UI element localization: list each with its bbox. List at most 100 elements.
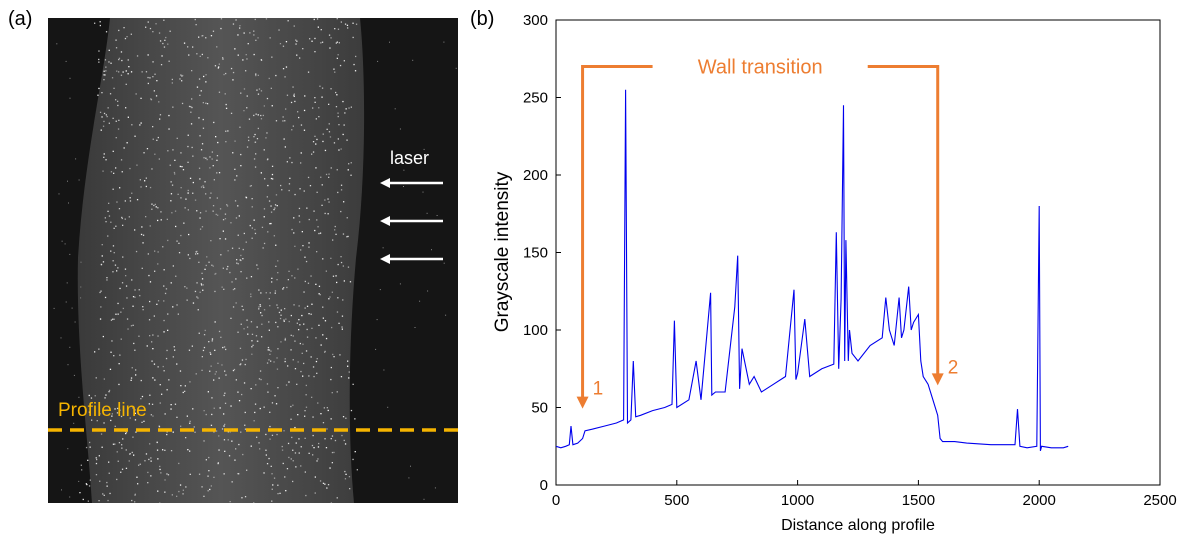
speckle xyxy=(237,263,239,265)
speckle xyxy=(215,430,218,432)
speckle xyxy=(288,320,290,323)
speckle xyxy=(208,456,210,459)
speckle xyxy=(221,428,224,430)
speckle xyxy=(291,228,293,231)
speckle xyxy=(157,366,159,368)
speckle xyxy=(231,481,233,483)
speckle xyxy=(269,411,271,413)
speckle xyxy=(302,375,304,377)
speckle xyxy=(205,459,207,461)
speckle xyxy=(300,162,302,164)
speckle xyxy=(159,40,162,42)
speckle xyxy=(298,207,301,210)
speckle xyxy=(327,213,329,215)
speckle xyxy=(118,57,121,59)
laser-label: laser xyxy=(390,148,429,168)
speckle xyxy=(305,494,307,497)
speckle xyxy=(139,179,141,181)
speckle xyxy=(167,313,169,315)
speckle xyxy=(203,186,205,189)
speckle xyxy=(285,66,288,68)
speckle xyxy=(289,177,291,179)
speckle xyxy=(318,324,320,326)
speckle xyxy=(246,277,248,279)
speckle xyxy=(277,348,279,350)
speckle xyxy=(98,455,100,457)
speckle xyxy=(185,486,187,488)
speckle xyxy=(317,458,319,460)
speckle xyxy=(80,297,82,299)
speckle xyxy=(89,446,91,448)
speckle xyxy=(173,346,175,348)
speckle xyxy=(302,245,304,247)
speckle xyxy=(264,178,266,180)
x-tick-label: 1000 xyxy=(781,492,814,509)
speckle xyxy=(274,207,276,209)
speckle xyxy=(251,353,253,355)
speckle xyxy=(315,283,317,285)
speckle xyxy=(321,87,324,89)
speckle xyxy=(331,326,333,329)
speckle xyxy=(165,357,168,360)
speckle xyxy=(328,34,331,36)
speckle xyxy=(221,286,223,288)
speckle xyxy=(124,37,127,40)
speckle xyxy=(268,329,270,331)
speckle xyxy=(178,242,180,244)
speckle xyxy=(144,460,146,462)
speckle xyxy=(190,106,192,108)
speckle xyxy=(256,89,258,91)
speckle xyxy=(258,308,260,310)
speckle xyxy=(71,307,73,309)
speckle xyxy=(95,474,98,476)
wall-transition-annotation: Wall transition 1 2 xyxy=(576,57,958,409)
speckle xyxy=(344,443,347,445)
speckle xyxy=(336,94,338,96)
y-tick-label: 0 xyxy=(540,477,548,494)
speckle xyxy=(119,409,121,411)
speckle xyxy=(170,193,173,195)
speckle xyxy=(172,149,174,151)
speckle xyxy=(319,85,321,87)
speckle xyxy=(254,403,257,405)
speckle xyxy=(311,396,313,398)
speckle xyxy=(176,416,178,418)
speckle xyxy=(412,59,414,61)
speckle xyxy=(142,242,144,244)
speckle xyxy=(275,194,278,196)
speckle xyxy=(108,389,111,392)
speckle xyxy=(116,478,118,481)
speckle xyxy=(210,240,212,242)
speckle xyxy=(73,422,75,424)
speckle xyxy=(94,22,96,24)
speckle xyxy=(163,269,165,271)
speckle xyxy=(423,148,425,150)
speckle xyxy=(185,198,187,200)
speckle xyxy=(234,179,236,181)
speckle xyxy=(129,167,131,170)
speckle xyxy=(253,114,255,117)
speckle xyxy=(176,495,178,497)
speckle xyxy=(285,384,288,386)
speckle xyxy=(116,407,119,410)
speckle xyxy=(80,464,82,466)
speckle xyxy=(297,361,299,363)
speckle xyxy=(286,94,289,96)
speckle xyxy=(191,106,193,109)
speckle xyxy=(151,203,153,205)
speckle xyxy=(319,294,321,296)
speckle xyxy=(148,403,150,405)
speckle xyxy=(269,292,271,294)
speckle xyxy=(346,24,349,26)
speckle xyxy=(153,363,156,365)
speckle xyxy=(214,273,216,275)
speckle xyxy=(169,30,171,32)
speckle xyxy=(204,329,206,332)
speckle xyxy=(318,116,320,118)
wall-arrowhead-left xyxy=(576,396,589,409)
speckle xyxy=(317,226,319,228)
speckle xyxy=(263,242,266,245)
speckle xyxy=(148,319,151,321)
speckle xyxy=(150,457,152,459)
speckle xyxy=(172,106,174,108)
